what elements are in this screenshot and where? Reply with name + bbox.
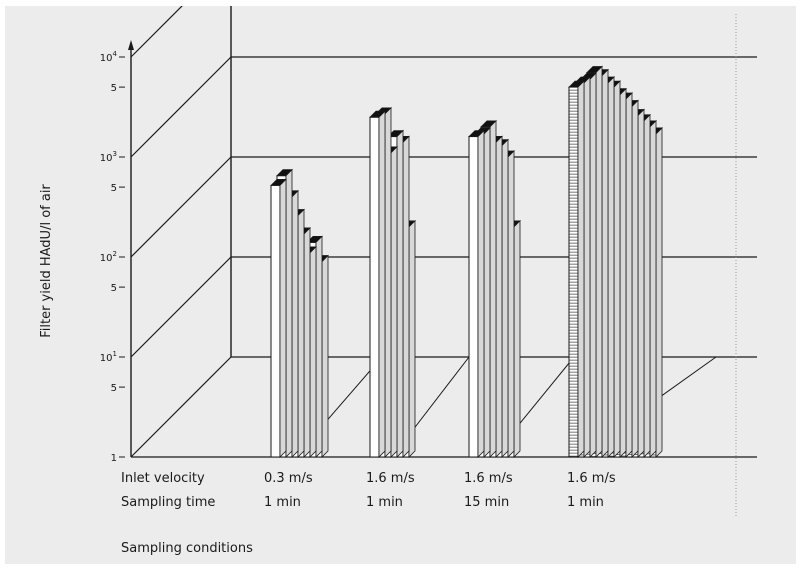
bar-side [279,178,287,458]
bar-side [507,150,515,458]
condition-row-label: Sampling time [121,495,215,510]
bar-side [583,75,591,458]
bar-side [495,135,503,458]
bar-side [489,119,497,458]
bar-side [607,75,615,458]
chart-canvas: 1 5 101 5 102 5 103 5 104 Filter yield HAdU/l of … [39,6,757,556]
y-tick-label: 103 [100,150,117,164]
bar-side [378,110,386,458]
group-floor-line [513,356,575,431]
bar [369,110,386,458]
bar-group [270,168,383,458]
group-floor-line [655,356,717,401]
grid-diagonal [130,156,232,258]
group-floor-line [408,356,470,436]
condition-value: 1.6 m/s [567,471,616,486]
bar [468,129,485,458]
condition-value: 15 min [464,495,509,510]
bar-side [613,80,621,458]
bar-side [396,129,404,458]
bar-side [315,235,323,458]
bar-group [468,119,575,458]
bar-side [321,254,329,458]
bar-side [291,189,299,458]
y-tick-label: 1 [111,453,117,464]
bar-side [513,219,521,458]
condition-row-label: Inlet velocity [121,471,205,486]
y-tick-label: 102 [100,250,117,264]
bar [270,178,287,458]
bar-face [568,86,579,458]
bar-side [477,129,485,458]
grid-diagonal [130,256,232,358]
grid-diagonal [130,356,232,458]
bar-side [483,126,491,458]
bar-side [303,226,311,458]
y-tick-label: 5 [111,383,117,394]
bar-face [270,184,281,458]
bar-side [625,92,633,458]
grid-diagonal [130,56,232,158]
condition-value: 0.3 m/s [264,471,313,486]
x-axis-label: Sampling conditions [121,541,253,556]
bar-side [501,138,509,458]
condition-value: 1 min [366,495,403,510]
bar-side [595,65,603,458]
condition-value: 1 min [264,495,301,510]
grid-diagonal [130,6,183,58]
y-tick-label: 104 [100,50,118,64]
bar-side [643,113,651,458]
bar [568,80,585,458]
y-tick-label: 5 [111,283,117,294]
bar-side [589,72,597,458]
bar-side [649,119,657,458]
bar-side [402,135,410,458]
chart-labels: 1 5 101 5 102 5 103 5 104 Filter yield HAdU/l of … [39,50,616,556]
bar-side [285,168,293,458]
y-tick-label: 101 [100,350,117,364]
bar-side [297,208,305,458]
bar-side [577,80,585,458]
condition-value: 1 min [567,495,604,510]
bar-side [390,145,398,458]
chart-bars [270,65,717,458]
bar-group [369,106,470,458]
bar-side [408,219,416,458]
bar-side [637,108,645,458]
bar-group [568,65,717,458]
bar-face [468,136,479,458]
bar-side [309,245,317,458]
bar-side [619,87,627,458]
bar-face [369,116,380,458]
condition-value: 1.6 m/s [464,471,513,486]
y-axis-arrow [128,40,134,50]
chart-panel: 1 5 101 5 102 5 103 5 104 Filter yield HAdU/l of … [5,6,796,564]
bar-side [631,99,639,458]
condition-value: 1.6 m/s [366,471,415,486]
y-axis-label: Filter yield HAdU/l of air [39,184,54,338]
bar-side [384,106,392,458]
bar-side [601,68,609,458]
bar-side [655,126,663,458]
y-tick-label: 5 [111,83,117,94]
y-tick-label: 5 [111,183,117,194]
